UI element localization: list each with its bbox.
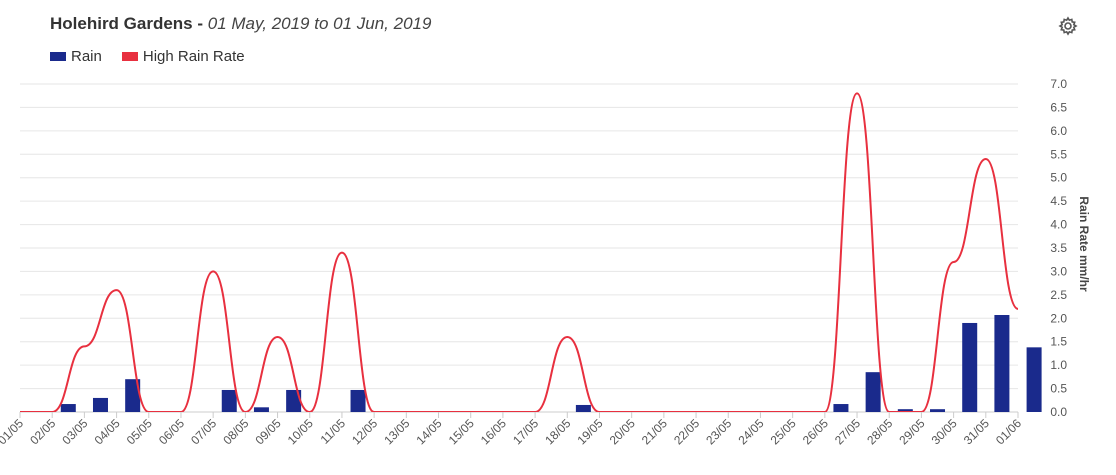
legend-label-rain: Rain xyxy=(71,48,102,65)
rain-bar[interactable] xyxy=(930,409,946,412)
legend-item-rain[interactable]: Rain xyxy=(50,48,102,65)
rain-bar[interactable] xyxy=(962,322,978,412)
rain-bar[interactable] xyxy=(833,404,849,412)
y-tick-label: 6.5 xyxy=(1050,100,1067,114)
y-axis-title: Rain Rate mm/hr xyxy=(1077,196,1091,292)
rain-bar[interactable] xyxy=(221,389,237,412)
x-tick-label: 22/05 xyxy=(671,416,702,447)
rain-bar[interactable] xyxy=(350,389,366,412)
x-tick-label: 14/05 xyxy=(414,416,445,447)
x-tick-label: 24/05 xyxy=(735,416,766,447)
x-tick-label: 21/05 xyxy=(639,416,670,447)
y-tick-label: 4.0 xyxy=(1050,218,1067,232)
x-tick-label: 09/05 xyxy=(253,416,284,447)
y-tick-label: 2.0 xyxy=(1050,311,1067,325)
x-tick-label: 07/05 xyxy=(188,416,219,447)
rain-bar[interactable] xyxy=(286,389,302,412)
y-tick-label: 5.5 xyxy=(1050,147,1067,161)
rain-bar[interactable] xyxy=(92,397,108,412)
rain-bar[interactable] xyxy=(60,404,76,412)
rain-bar[interactable] xyxy=(253,407,269,412)
y-tick-label: 7.0 xyxy=(1050,77,1067,91)
x-tick-label: 06/05 xyxy=(156,416,187,447)
high-rain-rate-line[interactable] xyxy=(20,92,1018,412)
rain-bar[interactable] xyxy=(994,315,1010,412)
y-tick-label: 3.5 xyxy=(1050,241,1067,255)
date-range: 01 May, 2019 to 01 Jun, 2019 xyxy=(207,14,432,33)
y-tick-label: 2.5 xyxy=(1050,288,1067,302)
x-tick-label: 10/05 xyxy=(285,416,316,447)
x-tick-label: 23/05 xyxy=(703,416,734,447)
x-tick-label: 30/05 xyxy=(929,416,960,447)
x-tick-label: 08/05 xyxy=(220,416,251,447)
legend-label-high-rain-rate: High Rain Rate xyxy=(142,48,245,65)
y-tick-label: 6.0 xyxy=(1050,124,1067,138)
x-tick-label: 01/06 xyxy=(993,416,1024,447)
rain-bar[interactable] xyxy=(865,372,881,412)
x-tick-label: 28/05 xyxy=(864,416,895,447)
rain-bar[interactable] xyxy=(1026,347,1042,412)
gear-icon[interactable] xyxy=(1058,16,1078,36)
x-tick-label: 29/05 xyxy=(896,416,927,447)
x-tick-label: 15/05 xyxy=(446,416,477,447)
chart-legend: Rain High Rain Rate xyxy=(50,48,245,65)
station-name: Holehird Gardens - xyxy=(50,14,204,33)
y-tick-label: 0.5 xyxy=(1050,382,1067,396)
x-tick-label: 12/05 xyxy=(349,416,380,447)
y-tick-label: 3.0 xyxy=(1050,264,1067,278)
legend-swatch-high-rain-rate xyxy=(121,52,138,61)
x-tick-label: 18/05 xyxy=(542,416,573,447)
x-tick-label: 20/05 xyxy=(607,416,638,447)
rain-bar[interactable] xyxy=(125,379,141,412)
y-tick-label: 5.0 xyxy=(1050,171,1067,185)
y-tick-label: 4.5 xyxy=(1050,194,1067,208)
x-tick-label: 03/05 xyxy=(59,416,90,447)
x-tick-label: 31/05 xyxy=(961,416,992,447)
chart-title: Holehird Gardens - 01 May, 2019 to 01 Ju… xyxy=(50,14,431,34)
x-tick-label: 11/05 xyxy=(318,416,349,447)
x-tick-label: 13/05 xyxy=(381,416,412,447)
x-tick-label: 02/05 xyxy=(27,416,58,447)
x-tick-label: 17/05 xyxy=(510,416,541,447)
x-tick-label: 26/05 xyxy=(800,416,831,447)
x-tick-label: 01/05 xyxy=(0,416,26,447)
x-tick-label: 16/05 xyxy=(478,416,509,447)
x-tick-label: 05/05 xyxy=(124,416,155,447)
y-tick-label: 1.5 xyxy=(1050,335,1067,349)
y-tick-label: 0.0 xyxy=(1050,405,1067,419)
rain-bar[interactable] xyxy=(575,404,591,412)
rain-bar[interactable] xyxy=(897,409,913,412)
x-tick-label: 04/05 xyxy=(92,416,123,447)
legend-item-high-rain-rate[interactable]: High Rain Rate xyxy=(121,48,245,65)
y-tick-label: 1.0 xyxy=(1050,358,1067,372)
x-tick-label: 25/05 xyxy=(768,416,799,447)
legend-swatch-rain xyxy=(50,52,66,61)
x-tick-label: 27/05 xyxy=(832,416,863,447)
x-tick-label: 19/05 xyxy=(574,416,605,447)
